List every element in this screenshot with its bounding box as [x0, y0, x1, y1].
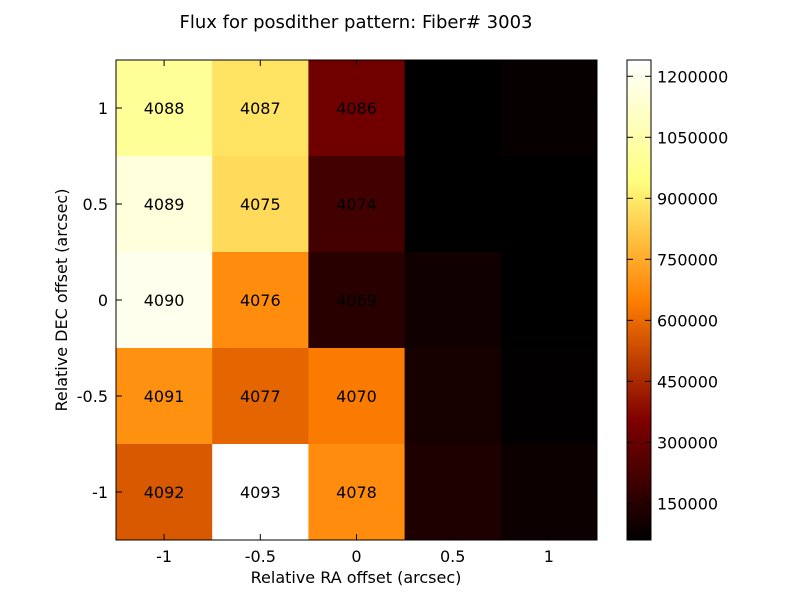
heatmap-cell	[404, 348, 502, 445]
x-axis-label: Relative RA offset (arcsec)	[251, 568, 462, 587]
heatmap-cell	[404, 60, 502, 157]
colorbar-tick-label: 300000	[657, 433, 718, 452]
heatmap-cell	[212, 444, 309, 541]
cell-label: 4087	[240, 99, 281, 118]
cell-label: 4074	[336, 195, 377, 214]
colorbar-tick-label: 150000	[657, 494, 718, 513]
heatmap-cell	[212, 252, 309, 349]
x-tick-label: -1	[156, 547, 172, 566]
heatmap-cell	[404, 444, 502, 541]
heatmap-cell	[212, 348, 309, 445]
cell-label: 4089	[144, 195, 185, 214]
cell-label: 4090	[144, 291, 185, 310]
cell-label: 4077	[240, 387, 281, 406]
colorbar-axis: 150000 300000 450000 600000 750000 900000 1050…	[627, 67, 728, 513]
heatmap-cell	[308, 348, 406, 445]
x-tick-label: 1	[544, 547, 554, 566]
heatmap-cell	[500, 156, 598, 253]
heatmap-cell	[404, 156, 502, 253]
cell-label: 4092	[144, 483, 185, 502]
x-tick-label: 0.5	[440, 547, 465, 566]
cell-label: 4069	[336, 291, 377, 310]
heatmap-cell	[500, 444, 598, 541]
cell-label: 4093	[240, 483, 281, 502]
x-tick-label: -0.5	[245, 547, 276, 566]
heatmap-cell	[116, 252, 213, 349]
heatmap-cell	[404, 252, 502, 349]
heatmap-cell	[500, 348, 598, 445]
y-tick-label: 0	[98, 291, 108, 310]
y-tick-label: -1	[92, 483, 108, 502]
y-axis-label: Relative DEC offset (arcsec)	[52, 189, 71, 412]
cell-label: 4075	[240, 195, 281, 214]
colorbar-tick-label: 1200000	[657, 67, 728, 86]
heatmap-cells	[116, 60, 598, 541]
heatmap-cell	[116, 348, 213, 445]
y-axis: 1 0.5 0 -0.5 -1	[77, 99, 597, 502]
y-tick-label: -0.5	[77, 387, 108, 406]
heatmap-cell	[308, 156, 406, 253]
colorbar-tick-label: 900000	[657, 189, 718, 208]
colorbar-tick-label: 600000	[657, 311, 718, 330]
chart-title: Flux for posdither pattern: Fiber# 3003	[180, 12, 533, 33]
cell-labels: 4088 4087 4086 4089 4075 4074 4090 4076 4069 4091…	[144, 99, 377, 502]
heatmap-cell	[308, 60, 406, 157]
heatmap-cell	[500, 252, 598, 349]
x-axis: -1 -0.5 0 0.5 1	[156, 60, 554, 566]
heatmap-cell	[212, 60, 309, 157]
y-tick-label: 0.5	[83, 195, 108, 214]
heatmap-cell	[116, 444, 213, 541]
cell-label: 4086	[336, 99, 377, 118]
colorbar	[626, 59, 652, 541]
colorbar-tick-label: 1050000	[657, 128, 728, 147]
y-tick-label: 1	[98, 99, 108, 118]
heatmap-cell	[116, 60, 213, 157]
heatmap-cell	[308, 252, 406, 349]
heatmap-cell	[212, 156, 309, 253]
cell-label: 4088	[144, 99, 185, 118]
heatmap-cell	[116, 156, 213, 253]
heatmap-cell	[500, 60, 598, 157]
heatmap-cell	[308, 444, 406, 541]
cell-label: 4076	[240, 291, 281, 310]
cell-label: 4091	[144, 387, 185, 406]
cell-label: 4070	[336, 387, 377, 406]
colorbar-tick-label: 750000	[657, 250, 718, 269]
x-tick-label: 0	[351, 547, 361, 566]
cell-label: 4078	[336, 483, 377, 502]
colorbar-tick-label: 450000	[657, 372, 718, 391]
